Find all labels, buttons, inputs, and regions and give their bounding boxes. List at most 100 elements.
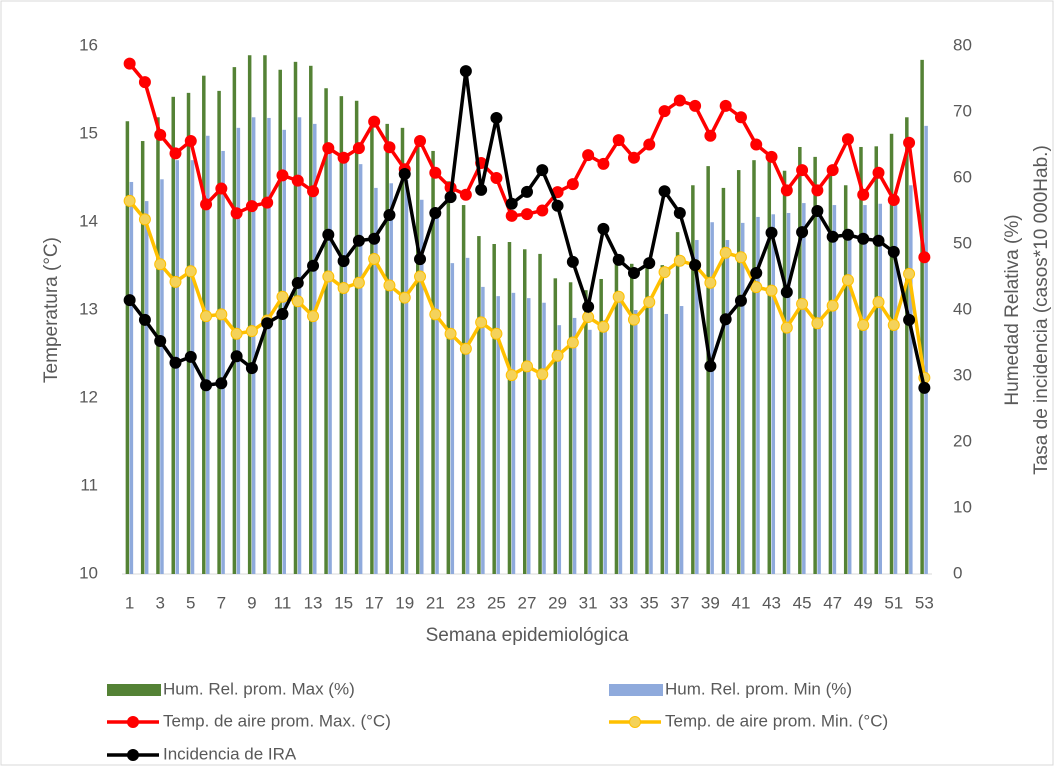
marker: [551, 199, 564, 212]
y2-tick-label: 0: [953, 563, 962, 582]
x-tick-label: 23: [456, 593, 475, 612]
marker: [658, 105, 671, 118]
marker: [307, 185, 320, 198]
marker: [352, 142, 365, 155]
marker: [169, 356, 182, 369]
y-axis-title: Temperatura (°C): [41, 237, 62, 383]
bar: [905, 117, 909, 574]
x-tick-label: 19: [395, 593, 414, 612]
y-tick-label: 11: [80, 475, 98, 494]
bar: [802, 203, 806, 574]
marker: [811, 184, 824, 197]
marker: [612, 290, 625, 303]
marker: [490, 327, 503, 340]
x-tick-label: 9: [247, 593, 256, 612]
marker: [123, 194, 136, 207]
bar: [481, 286, 485, 574]
y-tick-label: 10: [79, 563, 98, 582]
bar: [771, 214, 776, 575]
legend-swatch: [609, 684, 663, 696]
marker: [689, 259, 702, 272]
marker: [200, 310, 213, 323]
x-tick-label: 49: [854, 593, 873, 612]
marker: [643, 296, 656, 309]
bar: [645, 261, 649, 574]
bar: [282, 129, 286, 574]
bar: [618, 300, 623, 574]
marker: [383, 208, 396, 221]
x-tick-label: 29: [548, 593, 567, 612]
bar: [251, 117, 256, 574]
x-tick-label: 47: [823, 593, 842, 612]
marker: [826, 164, 839, 177]
marker: [276, 169, 289, 182]
bar: [828, 166, 833, 574]
bar: [343, 154, 348, 575]
bar: [695, 240, 699, 575]
marker: [734, 111, 747, 124]
marker: [475, 316, 488, 329]
marker: [566, 255, 579, 268]
bar: [374, 187, 378, 574]
x-tick-label: 45: [793, 593, 812, 612]
marker: [276, 307, 289, 320]
marker: [872, 296, 885, 309]
bar: [385, 123, 389, 574]
marker: [627, 267, 640, 280]
bar: [553, 278, 558, 574]
marker: [780, 184, 793, 197]
x-axis-title: Semana epidemiológica: [426, 625, 629, 646]
marker: [429, 308, 442, 321]
bar: [465, 257, 470, 574]
marker: [414, 135, 427, 148]
x-tick-label: 31: [579, 593, 598, 612]
marker: [750, 267, 763, 280]
y-tick-label: 12: [79, 387, 98, 406]
marker: [887, 245, 900, 258]
bar: [511, 292, 516, 574]
marker: [138, 76, 151, 89]
marker: [200, 198, 213, 211]
marker: [796, 297, 809, 310]
bar: [691, 185, 695, 574]
marker: [505, 369, 518, 382]
marker: [536, 368, 549, 381]
marker: [245, 325, 258, 338]
marker: [215, 308, 228, 321]
legend-marker: [629, 716, 641, 728]
bar: [893, 199, 898, 574]
marker: [459, 188, 472, 201]
marker: [841, 133, 854, 146]
bar: [171, 96, 175, 574]
marker: [627, 151, 640, 164]
bar: [736, 170, 741, 574]
x-tick-label: 1: [125, 593, 134, 612]
y2-tick-label: 70: [953, 101, 972, 120]
bar: [431, 150, 435, 574]
marker: [307, 259, 320, 272]
bar: [538, 253, 542, 574]
legend-swatch: [107, 684, 161, 696]
marker: [903, 313, 916, 326]
bar: [461, 205, 466, 574]
marker: [841, 274, 854, 287]
marker: [291, 174, 304, 187]
marker: [551, 349, 564, 362]
marker: [337, 255, 350, 268]
bar: [358, 164, 363, 574]
legend-label: Temp. de aire prom. Min. (°C): [665, 711, 888, 730]
marker: [704, 276, 717, 289]
marker: [597, 320, 610, 333]
y2-tick-label: 30: [953, 365, 972, 384]
marker: [230, 207, 243, 220]
marker: [872, 166, 885, 179]
bar: [339, 96, 344, 574]
marker: [704, 129, 717, 142]
bar: [557, 325, 562, 574]
bar: [710, 222, 714, 574]
bar: [568, 282, 573, 574]
bar: [817, 209, 821, 574]
marker: [857, 232, 870, 245]
marker: [383, 279, 396, 292]
bar: [572, 317, 577, 574]
